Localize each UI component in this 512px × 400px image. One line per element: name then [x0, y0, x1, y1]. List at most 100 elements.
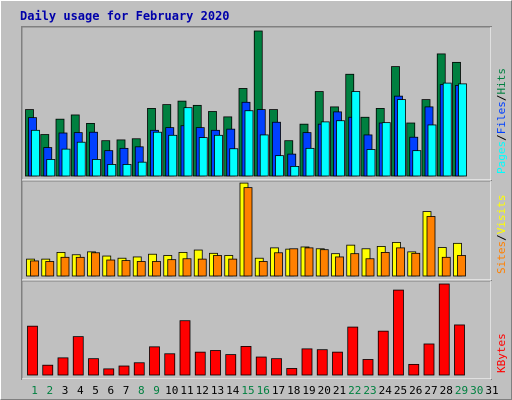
day-label: 13 — [211, 384, 224, 397]
legend-bottom: KBytes — [495, 333, 508, 373]
day-label: 19 — [302, 384, 315, 397]
kbytes-bar — [423, 343, 435, 376]
sites-bar — [365, 258, 375, 277]
kbytes-bar — [225, 354, 237, 376]
kbytes-bar — [347, 326, 359, 376]
day-label: 11 — [180, 384, 193, 397]
pages-bar — [259, 134, 269, 177]
sites-bar — [228, 258, 238, 277]
day-label: 10 — [165, 384, 178, 397]
sites-bar — [274, 252, 283, 277]
legend-hits: Hits — [495, 68, 508, 95]
kbytes-bar — [271, 358, 282, 376]
pages-bar — [290, 166, 300, 177]
day-label: 3 — [62, 384, 69, 397]
pages-bar — [137, 161, 147, 177]
sites-bar — [30, 260, 39, 277]
day-label: 7 — [123, 384, 130, 397]
kbytes-bar — [286, 368, 298, 376]
sites-bar — [457, 255, 466, 277]
kbytes-bar — [133, 362, 145, 376]
day-label: 20 — [318, 384, 331, 397]
legend-sites: Sites — [495, 241, 508, 274]
pages-bar — [305, 147, 315, 177]
pages-bar — [427, 124, 437, 177]
legend-pages: Pages — [495, 141, 508, 174]
day-label: 5 — [92, 384, 99, 397]
pages-bar — [458, 83, 467, 177]
sites-bar — [243, 187, 253, 277]
legend-visits: Visits — [495, 195, 508, 235]
kbytes-bar — [118, 365, 130, 376]
sites-bar — [152, 261, 161, 277]
pages-bar — [244, 110, 254, 177]
sites-bar — [289, 248, 299, 277]
kbytes-bar — [149, 346, 160, 376]
day-label: 18 — [287, 384, 300, 397]
day-label: 16 — [257, 384, 270, 397]
pages-bar — [442, 82, 452, 177]
sites-bar — [106, 259, 116, 277]
legend-sep: / — [495, 95, 508, 102]
pages-bar — [275, 155, 284, 177]
day-label: 21 — [333, 384, 346, 397]
pages-bar — [153, 131, 162, 177]
day-label: 9 — [153, 384, 160, 397]
day-label: 22 — [348, 384, 361, 397]
kbytes-bar — [301, 348, 313, 376]
sites-bar — [380, 252, 390, 277]
kbytes-bar — [57, 357, 69, 376]
kbytes-bar — [164, 353, 176, 376]
kbytes-bar — [194, 351, 206, 376]
pages-bar — [397, 99, 406, 177]
kbytes-bar — [72, 336, 84, 376]
kbytes-bar — [103, 368, 115, 376]
pages-bar — [320, 121, 330, 177]
day-label: 14 — [226, 384, 240, 397]
sites-bar — [182, 258, 192, 277]
kbytes-bar — [88, 358, 99, 376]
sites-bar — [197, 258, 207, 277]
day-label: 17 — [272, 384, 285, 397]
kbytes-bar — [377, 330, 389, 376]
sites-bar — [258, 261, 268, 277]
day-label: 4 — [77, 384, 84, 397]
sites-bar — [167, 259, 177, 277]
day-label: 24 — [379, 384, 393, 397]
pages-bar — [92, 159, 101, 177]
pages-bar — [76, 141, 86, 177]
pages-bar — [366, 149, 376, 177]
sites-bar — [121, 260, 131, 277]
chart-title: Daily usage for February 2020 — [20, 9, 230, 23]
kbytes-bar — [408, 363, 420, 376]
pages-bar — [198, 137, 208, 177]
sites-bar — [91, 252, 100, 277]
sites-bar — [319, 249, 329, 277]
sites-bar — [213, 255, 222, 277]
sites-bar — [411, 252, 421, 277]
pages-bar — [61, 148, 71, 177]
pages-bar — [351, 91, 361, 177]
day-label: 26 — [409, 384, 422, 397]
sites-bar — [335, 256, 344, 277]
sites-bar — [396, 247, 405, 277]
pages-bar — [229, 148, 239, 177]
sites-bar — [304, 247, 314, 277]
kbytes-bar — [240, 346, 252, 376]
legend-files: Files — [495, 101, 508, 134]
pages-bar — [412, 150, 422, 177]
sites-bar — [136, 261, 146, 277]
kbytes-bar — [255, 356, 267, 376]
pages-bar — [31, 129, 40, 177]
sites-bar — [45, 261, 55, 277]
sites-bar — [350, 253, 360, 277]
pages-bar — [381, 122, 391, 177]
sites-bar — [60, 256, 70, 277]
day-label: 1 — [31, 384, 38, 397]
sites-bar — [426, 216, 436, 277]
day-label: 30 — [470, 384, 483, 397]
kbytes-bar — [27, 325, 38, 376]
pages-bar — [183, 107, 193, 177]
